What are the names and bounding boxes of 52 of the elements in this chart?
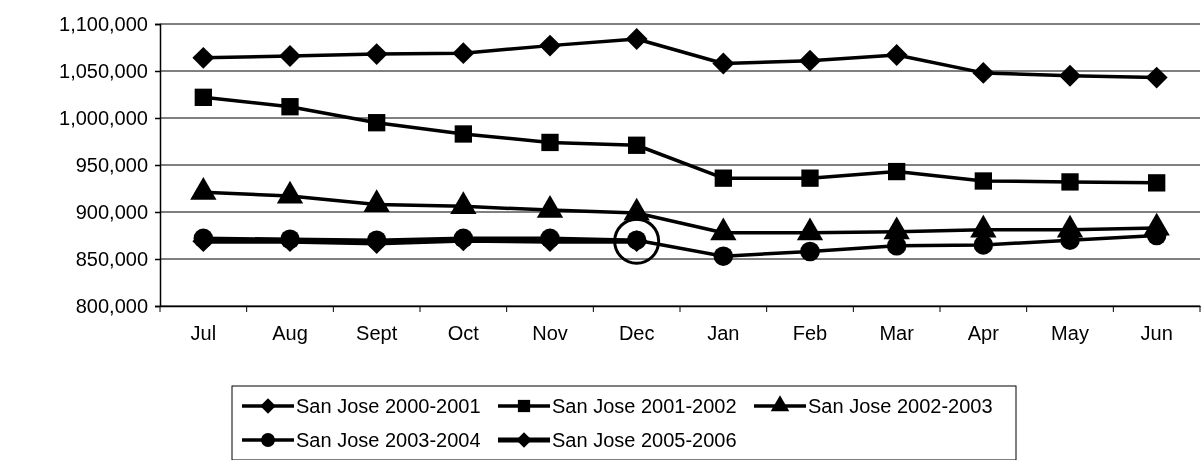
point [454, 125, 472, 143]
y-tick-label: 850,000 [75, 247, 148, 270]
legend-label: San Jose 2000-2001 [296, 395, 481, 417]
point [973, 235, 994, 255]
point [800, 241, 820, 262]
x-tick-label: Dec [618, 322, 655, 345]
legend-label: San Jose 2002-2003 [808, 395, 993, 417]
legend-label: San Jose 2005-2006 [552, 429, 737, 451]
x-tick-label: Feb [792, 322, 828, 345]
point [888, 162, 906, 181]
point [452, 42, 475, 65]
point [974, 172, 992, 190]
point [1148, 174, 1166, 192]
point [368, 114, 386, 132]
x-tick-label: Nov [532, 322, 568, 345]
point [714, 169, 732, 187]
x-tick-label: Aug [272, 322, 308, 345]
legend-label: San Jose 2003-2004 [296, 429, 481, 451]
point [281, 98, 299, 116]
x-tick-label: Sept [356, 322, 398, 345]
point [1145, 66, 1168, 89]
point [1061, 173, 1079, 191]
y-tick-label: 1,100,000 [59, 12, 148, 35]
x-tick-label: Oct [447, 322, 480, 345]
point [194, 88, 212, 106]
point [972, 61, 995, 84]
point [628, 136, 646, 154]
point [885, 44, 908, 66]
x-tick-label: Jan [707, 322, 740, 345]
point [541, 133, 559, 152]
legend-label: San Jose 2001-2002 [552, 395, 737, 417]
point [799, 49, 821, 72]
point [539, 34, 561, 57]
y-tick-label: 800,000 [75, 294, 148, 317]
point [365, 43, 388, 66]
x-tick-label: Jul [190, 322, 217, 345]
y-tick-label: 1,000,000 [59, 106, 148, 129]
point [801, 169, 819, 187]
point [279, 45, 301, 67]
point [712, 52, 735, 75]
point [713, 246, 734, 266]
y-tick-label: 1,050,000 [59, 59, 148, 82]
point [192, 46, 215, 69]
point [625, 28, 648, 50]
x-tick-label: Jun [1140, 322, 1173, 345]
x-tick-label: May [1051, 322, 1089, 345]
point [1059, 64, 1081, 87]
x-tick-label: Mar [879, 322, 915, 345]
y-tick-label: 950,000 [75, 153, 148, 176]
point [886, 236, 907, 256]
x-tick-label: Apr [967, 322, 1000, 345]
y-tick-label: 900,000 [75, 200, 148, 223]
